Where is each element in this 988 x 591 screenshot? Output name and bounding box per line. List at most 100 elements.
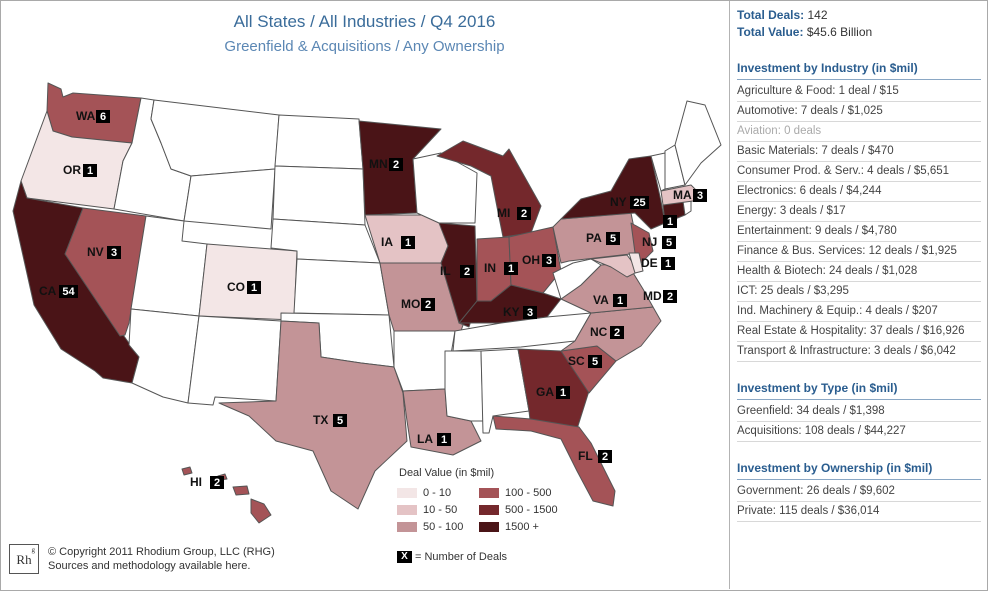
legend-label: 1500 + xyxy=(505,521,539,533)
state-HI[interactable] xyxy=(181,466,272,524)
list-item[interactable]: Entertainment: 9 deals / $4,780 xyxy=(737,222,981,242)
list-item[interactable]: Automotive: 7 deals / $1,025 xyxy=(737,102,981,122)
deal-count: 6 xyxy=(100,111,106,123)
state-RI[interactable] xyxy=(682,200,692,216)
copyright-text: © Copyright 2011 Rhodium Group, LLC (RHG… xyxy=(48,546,275,558)
deal-count: 2 xyxy=(464,266,470,278)
state-ME[interactable] xyxy=(674,100,722,186)
deal-count-badge xyxy=(389,158,403,171)
total-deals-label: Total Deals: xyxy=(737,8,805,22)
map-area: All States / All Industries / Q4 2016 Gr… xyxy=(1,1,728,589)
state-label-MN: MN 2 xyxy=(369,157,403,171)
type-heading: Investment by Type (in $mil) xyxy=(737,381,981,400)
list-item[interactable]: Finance & Bus. Services: 12 deals / $1,9… xyxy=(737,242,981,262)
state-code: LA xyxy=(417,432,433,446)
industry-list: Agriculture & Food: 1 deal / $15 Automoti… xyxy=(737,82,981,362)
list-item[interactable]: Consumer Prod. & Serv.: 4 deals / $5,651 xyxy=(737,162,981,182)
state-MT[interactable] xyxy=(150,99,280,177)
deal-count: 1 xyxy=(617,295,623,307)
state-code: OH xyxy=(522,253,540,267)
deal-count: 2 xyxy=(602,451,608,463)
legend-label: 50 - 100 xyxy=(423,521,464,533)
state-label-OR: OR 1 xyxy=(63,163,97,177)
state-FL[interactable] xyxy=(492,415,616,507)
rhodium-logo[interactable]: Rh g xyxy=(9,544,39,574)
deal-count: 5 xyxy=(592,356,598,368)
list-item[interactable]: Private: 115 deals / $36,014 xyxy=(737,502,981,522)
list-item[interactable]: Ind. Machinery & Equip.: 4 deals / $207 xyxy=(737,302,981,322)
list-item[interactable]: Real Estate & Hospitality: 37 deals / $1… xyxy=(737,322,981,342)
state-KS[interactable] xyxy=(293,258,390,316)
total-value: Total Value: $45.6 Billion xyxy=(737,25,981,42)
deal-count: 54 xyxy=(62,286,75,298)
legend-swatch xyxy=(479,522,499,532)
state-WV[interactable] xyxy=(552,258,602,300)
state-OH[interactable] xyxy=(508,226,562,294)
list-item[interactable]: Aviation: 0 deals xyxy=(737,122,981,142)
deal-count-badge xyxy=(437,433,451,446)
state-code: TX xyxy=(313,413,328,427)
legend-item-100-500: 100 - 500 xyxy=(479,487,551,499)
state-code: NJ xyxy=(642,235,657,249)
list-item[interactable]: Greenfield: 34 deals / $1,398 xyxy=(737,402,981,422)
list-item[interactable]: Health & Biotech: 24 deals / $1,028 xyxy=(737,262,981,282)
state-label-KY: KY 3 xyxy=(503,305,537,319)
deal-count-badge xyxy=(247,281,261,294)
deal-count-badge xyxy=(421,298,435,311)
legend-item-50-100: 50 - 100 xyxy=(397,521,463,533)
total-value-label: Total Value: xyxy=(737,25,804,39)
state-SD[interactable] xyxy=(272,165,366,226)
deal-count: 1 xyxy=(251,282,257,294)
state-ND[interactable] xyxy=(274,114,364,170)
state-WI[interactable] xyxy=(412,152,478,224)
list-item[interactable]: Government: 26 deals / $9,602 xyxy=(737,482,981,502)
state-code: HI xyxy=(190,475,202,489)
copyright-block: Rh g © Copyright 2011 Rhodium Group, LLC … xyxy=(9,544,329,580)
state-code: NC xyxy=(590,325,608,339)
state-code: MN xyxy=(369,157,388,171)
state-IL[interactable] xyxy=(438,222,478,328)
state-label-GA: GA 1 xyxy=(536,385,570,399)
sources-link[interactable]: Sources and methodology available here. xyxy=(48,560,251,572)
list-item[interactable]: ICT: 25 deals / $3,295 xyxy=(737,282,981,302)
deal-count: 1 xyxy=(665,258,671,270)
state-label-HI: HI 2 xyxy=(190,475,224,489)
list-item[interactable]: Basic Materials: 7 deals / $470 xyxy=(737,142,981,162)
state-WY[interactable] xyxy=(183,168,276,230)
state-MS[interactable] xyxy=(444,350,484,422)
list-item[interactable]: Transport & Infrastructure: 3 deals / $6… xyxy=(737,342,981,362)
deal-count: 1 xyxy=(87,165,93,177)
deal-count-badge xyxy=(59,285,78,298)
state-label-SC: SC 5 xyxy=(568,354,602,368)
state-CA[interactable] xyxy=(12,180,140,384)
legend-item-500-1500: 500 - 1500 xyxy=(479,504,558,516)
state-NY[interactable] xyxy=(560,155,666,230)
state-label-CO: CO 1 xyxy=(227,280,261,294)
state-DE[interactable] xyxy=(628,252,644,274)
state-label-NY: NY 25 xyxy=(610,195,649,209)
deal-count-badge xyxy=(663,290,677,303)
state-code: MI xyxy=(497,206,510,220)
state-code: IN xyxy=(484,261,496,275)
state-code: MA xyxy=(673,188,692,202)
deal-count-badge xyxy=(504,262,518,275)
state-MD[interactable] xyxy=(590,254,640,278)
state-code: PA xyxy=(586,231,602,245)
legend-swatch xyxy=(479,488,499,498)
list-item[interactable]: Agriculture & Food: 1 deal / $15 xyxy=(737,82,981,102)
list-item[interactable]: Electronics: 6 deals / $4,244 xyxy=(737,182,981,202)
deal-count: 1 xyxy=(667,216,673,228)
state-label-DE: DE 1 xyxy=(641,256,675,270)
deal-count-badge xyxy=(460,265,474,278)
deal-count-badge xyxy=(107,246,121,259)
state-AZ[interactable] xyxy=(128,308,200,404)
panel-divider xyxy=(729,1,730,589)
list-item[interactable]: Energy: 3 deals / $17 xyxy=(737,202,981,222)
state-TX[interactable] xyxy=(218,320,408,510)
list-item[interactable]: Acquisitions: 108 deals / $44,227 xyxy=(737,422,981,442)
state-NM[interactable] xyxy=(187,315,282,406)
state-label-MA: MA 3 xyxy=(673,188,707,202)
state-label-OH: OH 3 xyxy=(522,253,556,267)
legend-deals-note: X = Number of Deals xyxy=(397,551,507,563)
state-code: OR xyxy=(63,163,81,177)
